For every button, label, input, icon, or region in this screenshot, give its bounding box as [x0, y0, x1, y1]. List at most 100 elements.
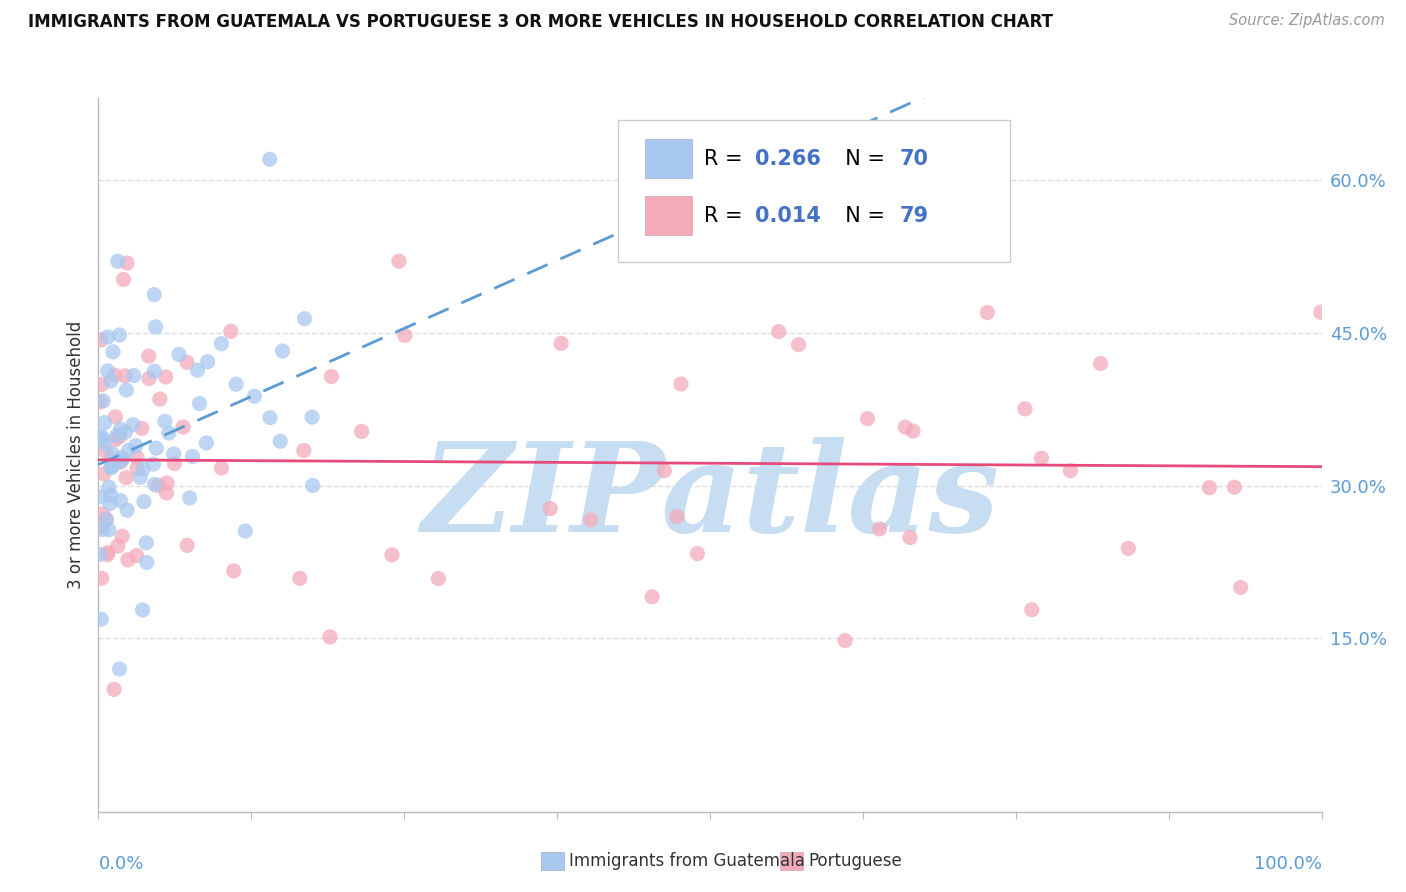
- Point: [641, 590, 664, 604]
- Point: [288, 571, 311, 585]
- Point: [94, 444, 117, 458]
- Point: [654, 464, 676, 478]
- Y-axis label: 3 or more Vehicles in Household: 3 or more Vehicles in Household: [66, 321, 84, 589]
- Point: [97, 523, 120, 537]
- Point: [1309, 305, 1331, 319]
- Text: IMMIGRANTS FROM GUATEMALA VS PORTUGUESE 3 OR MORE VEHICLES IN HOUSEHOLD CORRELAT: IMMIGRANTS FROM GUATEMALA VS PORTUGUESE …: [28, 13, 1053, 31]
- Point: [104, 409, 127, 424]
- Point: [768, 325, 790, 339]
- Point: [1059, 464, 1081, 478]
- Point: [100, 460, 122, 475]
- Point: [114, 425, 136, 440]
- Text: 79: 79: [900, 206, 929, 226]
- Text: ZIPatlas: ZIPatlas: [420, 437, 1000, 558]
- Point: [142, 457, 165, 471]
- Point: [110, 422, 132, 436]
- Point: [132, 462, 155, 476]
- Point: [427, 572, 450, 586]
- Point: [269, 434, 291, 449]
- Point: [787, 337, 810, 351]
- Point: [271, 344, 294, 359]
- Point: [127, 461, 149, 475]
- Point: [1031, 451, 1053, 466]
- Point: [90, 333, 112, 347]
- Point: [93, 436, 115, 450]
- Point: [856, 411, 879, 425]
- Text: 0.0%: 0.0%: [98, 855, 143, 872]
- Point: [129, 470, 152, 484]
- Point: [149, 392, 172, 406]
- Point: [894, 420, 917, 434]
- Point: [259, 153, 281, 167]
- Point: [90, 571, 112, 585]
- Point: [131, 603, 153, 617]
- Point: [107, 539, 129, 553]
- Point: [100, 374, 122, 388]
- Point: [107, 254, 129, 268]
- Point: [103, 682, 125, 697]
- Point: [219, 324, 242, 338]
- Point: [117, 443, 139, 458]
- Point: [101, 453, 124, 467]
- Point: [97, 480, 120, 494]
- Text: Portuguese: Portuguese: [808, 852, 903, 870]
- Point: [901, 424, 924, 438]
- Point: [100, 460, 122, 475]
- Point: [301, 410, 323, 425]
- Point: [321, 369, 343, 384]
- Point: [898, 531, 921, 545]
- Point: [125, 450, 148, 465]
- Point: [197, 354, 219, 368]
- Text: Source: ZipAtlas.com: Source: ZipAtlas.com: [1229, 13, 1385, 29]
- Point: [114, 368, 136, 383]
- Point: [110, 493, 132, 508]
- Point: [1118, 541, 1140, 556]
- Point: [96, 548, 118, 562]
- Text: 0.266: 0.266: [755, 149, 821, 169]
- Point: [155, 486, 177, 500]
- Point: [550, 336, 572, 351]
- Point: [225, 377, 247, 392]
- Point: [186, 363, 208, 377]
- Point: [163, 447, 186, 461]
- Point: [108, 662, 131, 676]
- Point: [101, 447, 124, 461]
- Point: [93, 416, 115, 430]
- Point: [188, 396, 211, 410]
- Text: N =: N =: [832, 149, 891, 169]
- Text: 0.014: 0.014: [755, 206, 821, 226]
- Point: [91, 507, 114, 521]
- Point: [669, 377, 692, 392]
- Point: [90, 490, 112, 504]
- Point: [579, 513, 602, 527]
- Point: [157, 425, 180, 440]
- Point: [132, 494, 155, 508]
- Point: [143, 477, 166, 491]
- Point: [388, 254, 411, 268]
- Point: [301, 478, 323, 492]
- Point: [1014, 401, 1036, 416]
- Text: R =: R =: [704, 206, 749, 226]
- Point: [1223, 480, 1246, 494]
- Point: [105, 428, 128, 442]
- Point: [538, 501, 561, 516]
- Point: [665, 509, 688, 524]
- Point: [145, 442, 167, 456]
- Text: N =: N =: [832, 206, 891, 226]
- Point: [148, 478, 170, 492]
- Point: [167, 347, 190, 361]
- Point: [686, 547, 709, 561]
- Point: [292, 443, 315, 458]
- Point: [111, 529, 134, 543]
- Point: [89, 548, 111, 562]
- Point: [97, 330, 120, 344]
- Point: [176, 355, 198, 369]
- Point: [122, 368, 145, 383]
- Point: [115, 503, 138, 517]
- Point: [90, 520, 112, 534]
- Point: [135, 536, 157, 550]
- Point: [110, 455, 132, 469]
- Point: [209, 336, 232, 351]
- Point: [143, 364, 166, 378]
- FancyBboxPatch shape: [619, 120, 1010, 262]
